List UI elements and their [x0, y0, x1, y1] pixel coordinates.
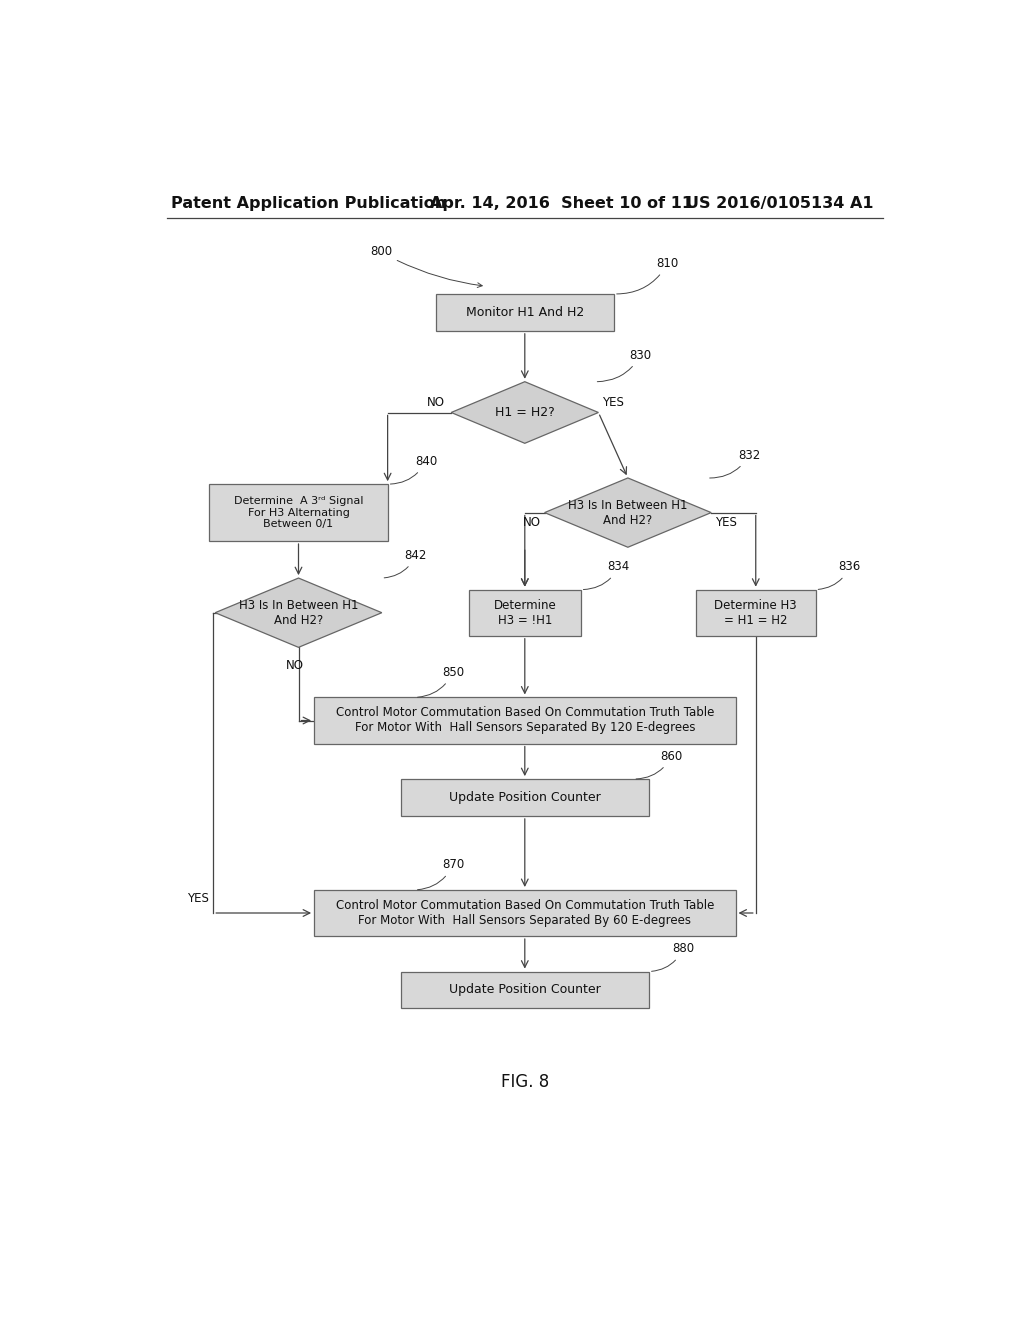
Text: Patent Application Publication: Patent Application Publication: [171, 195, 445, 211]
Text: YES: YES: [602, 396, 625, 409]
Text: Apr. 14, 2016  Sheet 10 of 11: Apr. 14, 2016 Sheet 10 of 11: [430, 195, 693, 211]
Text: YES: YES: [187, 892, 209, 906]
Text: 842: 842: [384, 549, 427, 578]
FancyBboxPatch shape: [695, 590, 816, 636]
FancyBboxPatch shape: [469, 590, 581, 636]
Text: YES: YES: [715, 516, 736, 529]
Text: Determine H3
= H1 = H2: Determine H3 = H1 = H2: [715, 599, 797, 627]
Text: NO: NO: [286, 659, 304, 672]
Text: NO: NO: [523, 516, 541, 529]
Text: Control Motor Commutation Based On Commutation Truth Table
For Motor With  Hall : Control Motor Commutation Based On Commu…: [336, 899, 714, 927]
FancyBboxPatch shape: [400, 779, 649, 816]
FancyBboxPatch shape: [400, 972, 649, 1008]
FancyBboxPatch shape: [435, 294, 614, 331]
Text: US 2016/0105134 A1: US 2016/0105134 A1: [686, 195, 873, 211]
Polygon shape: [545, 478, 712, 548]
FancyBboxPatch shape: [313, 697, 736, 743]
Text: Determine
H3 = !H1: Determine H3 = !H1: [494, 599, 556, 627]
Text: H1 = H2?: H1 = H2?: [495, 407, 555, 418]
Text: 810: 810: [616, 257, 679, 294]
Text: 840: 840: [390, 455, 437, 484]
Text: 860: 860: [636, 750, 683, 779]
Text: Control Motor Commutation Based On Commutation Truth Table
For Motor With  Hall : Control Motor Commutation Based On Commu…: [336, 706, 714, 734]
Text: 832: 832: [710, 449, 760, 478]
Text: 830: 830: [597, 348, 651, 381]
Text: Update Position Counter: Update Position Counter: [449, 791, 601, 804]
Text: 870: 870: [418, 858, 464, 890]
Text: H3 Is In Between H1
And H2?: H3 Is In Between H1 And H2?: [568, 499, 688, 527]
Polygon shape: [452, 381, 598, 444]
Text: H3 Is In Between H1
And H2?: H3 Is In Between H1 And H2?: [239, 599, 358, 627]
Text: 880: 880: [651, 942, 694, 972]
FancyBboxPatch shape: [313, 890, 736, 936]
Text: Monitor H1 And H2: Monitor H1 And H2: [466, 306, 584, 319]
Text: 850: 850: [418, 665, 464, 697]
Text: 800: 800: [370, 246, 482, 288]
Text: Determine  A 3ʳᵈ Signal
For H3 Alternating
Between 0/1: Determine A 3ʳᵈ Signal For H3 Alternatin…: [233, 496, 364, 529]
FancyBboxPatch shape: [209, 483, 388, 541]
Text: 834: 834: [584, 561, 630, 590]
Text: NO: NO: [427, 396, 445, 409]
Polygon shape: [215, 578, 382, 647]
Text: 836: 836: [818, 561, 861, 590]
Text: Update Position Counter: Update Position Counter: [449, 983, 601, 997]
Text: FIG. 8: FIG. 8: [501, 1073, 549, 1092]
